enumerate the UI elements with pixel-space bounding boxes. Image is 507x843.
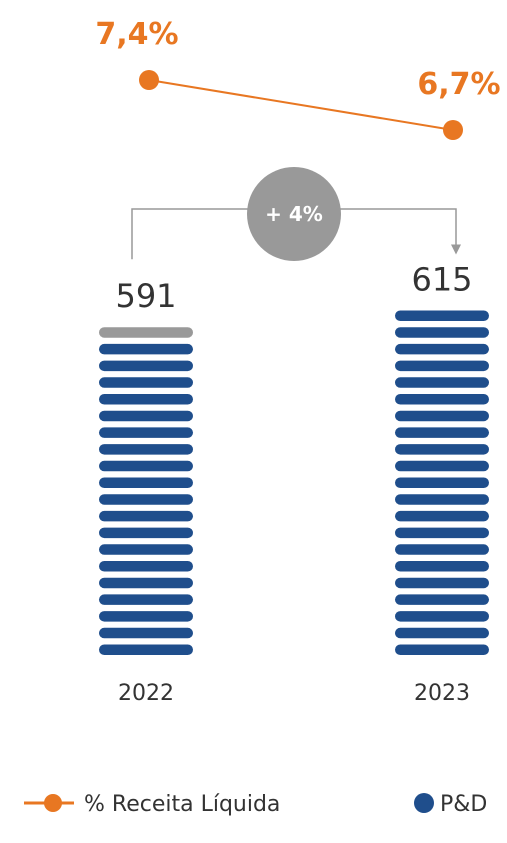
bar-stripe: [395, 410, 489, 422]
bar-stripe: [395, 377, 489, 388]
bar-stripe-highlight: [99, 327, 193, 338]
value-label-2023: 615: [411, 261, 472, 299]
legend-line-marker-icon: [44, 794, 62, 812]
bar-stripe: [99, 460, 193, 472]
growth-label: + 4%: [265, 202, 323, 226]
bar-stripe: [99, 577, 193, 589]
percent-line-layer: 7,4% 6,7%: [95, 17, 501, 140]
bar-stripe: [99, 544, 193, 555]
bar-stripe: [395, 460, 489, 472]
bar-stripe: [395, 427, 489, 438]
percent-point-2022: [139, 70, 159, 90]
bar-2022: [99, 327, 193, 655]
bar-stripe: [99, 594, 193, 605]
bar-stripe: [99, 627, 193, 639]
percent-point-2023: [443, 120, 463, 140]
bar-stripe: [99, 644, 193, 655]
bar-stripe: [395, 343, 489, 355]
bar-stripe: [395, 394, 489, 405]
x-tick-label-2023: 2023: [414, 681, 470, 706]
bar-stripe: [395, 561, 489, 572]
bar-stripe: [395, 577, 489, 589]
bar-stripe: [99, 444, 193, 455]
bar-stripe: [99, 410, 193, 422]
bar-stripe: [99, 360, 193, 372]
label-layer: 591 2022 615 2023: [115, 261, 472, 707]
bar-stripe: [395, 594, 489, 605]
legend: % Receita Líquida P&D: [24, 792, 487, 817]
bar-2023: [395, 310, 489, 655]
bar-stripe: [395, 360, 489, 372]
x-tick-label-2022: 2022: [118, 681, 174, 706]
bar-stripe: [99, 510, 193, 522]
bar-stripe: [395, 477, 489, 488]
bar-stripe: [395, 644, 489, 655]
bar-stripe: [395, 527, 489, 539]
bar-stripe: [395, 510, 489, 522]
bar-stripe: [99, 527, 193, 539]
bar-stripe: [395, 444, 489, 455]
percent-label-2022: 7,4%: [95, 17, 178, 52]
bar-stripe: [395, 544, 489, 555]
percent-line: [148, 79, 454, 131]
bar-stripe: [395, 611, 489, 622]
bar-stripe: [99, 477, 193, 488]
bar-stripe: [99, 394, 193, 405]
bar-stripe: [395, 627, 489, 639]
bar-stripe: [99, 494, 193, 505]
bar-stripe: [395, 494, 489, 505]
growth-connector: + 4%: [131, 167, 461, 261]
legend-bar-marker-icon: [414, 793, 434, 813]
bar-stripe: [99, 343, 193, 355]
growth-arrowhead: [451, 244, 461, 255]
bar-stripe: [99, 611, 193, 622]
bar-stripe: [395, 327, 489, 338]
legend-bar-label: P&D: [440, 792, 487, 817]
bar-layer: [99, 310, 489, 655]
growth-bubble: [247, 167, 341, 261]
bar-stripe: [99, 377, 193, 388]
percent-label-2023: 6,7%: [417, 67, 500, 102]
bar-stripe: [99, 427, 193, 438]
value-label-2022: 591: [115, 277, 176, 315]
legend-line-label: % Receita Líquida: [84, 792, 280, 817]
bar-stripe: [395, 310, 489, 321]
bar-stripe: [99, 561, 193, 572]
